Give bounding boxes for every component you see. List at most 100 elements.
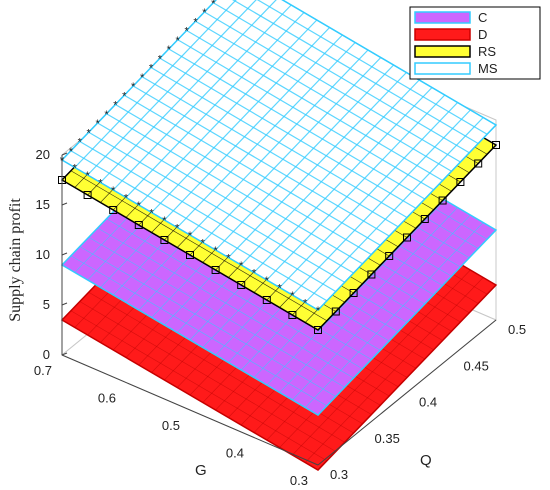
legend-label-d: D: [478, 27, 487, 42]
rs-marker: [237, 281, 246, 289]
g-tick-label: 0.6: [98, 391, 116, 406]
grid-line-g: [304, 117, 484, 303]
grid-line-g: [317, 144, 497, 331]
ms-marker: *: [162, 215, 167, 227]
y-axis-label: G: [195, 462, 207, 479]
rs-marker: [186, 251, 194, 259]
ms-marker: *: [140, 72, 145, 84]
z-tick-label: 20: [36, 147, 50, 162]
g-tick-label: 0.3: [290, 473, 308, 485]
grid-line-g: [292, 214, 471, 401]
grid-line-g: [151, 27, 331, 213]
legend-swatch-rs: [414, 45, 471, 58]
grid-line-g: [112, 4, 292, 191]
ms-marker: *: [316, 305, 321, 317]
ms-marker: *: [104, 109, 109, 121]
rs-marker: [349, 289, 358, 297]
z-tick-label: 0: [43, 347, 50, 362]
rs-marker: [367, 270, 376, 279]
g-tick-label: 0.5: [162, 418, 180, 433]
ms-marker: *: [69, 146, 74, 158]
rs-marker: [403, 233, 411, 242]
ms-marker: *: [252, 268, 257, 280]
legend-swatch-d: [414, 28, 471, 41]
q-tick-label: 0.4: [419, 395, 437, 410]
axis-line-q: [317, 319, 497, 466]
grid-line-g: [304, 222, 484, 408]
ms-marker: *: [131, 81, 136, 93]
grid-line-g: [266, 199, 446, 386]
rs-marker: [456, 178, 465, 186]
ms-marker: *: [265, 275, 270, 287]
grid-line-g: [87, 0, 257, 176]
ms-marker: *: [158, 53, 163, 65]
ms-marker: *: [85, 170, 90, 182]
axis-line-g: [61, 354, 319, 466]
ms-marker: *: [213, 245, 218, 257]
ms-marker: *: [176, 35, 181, 47]
q-tick-label: 0.35: [375, 431, 400, 446]
q-tick-label: 0.45: [464, 358, 489, 373]
grid-line-g: [291, 109, 471, 296]
ms-marker: *: [167, 44, 172, 56]
ms-marker: *: [137, 200, 142, 212]
grid-line-g: [317, 229, 497, 416]
ms-marker: *: [211, 0, 216, 10]
grid-line-g: [138, 19, 318, 206]
rs-marker: [288, 311, 297, 319]
z-tick-mark: [61, 252, 68, 256]
rs-marker: [262, 296, 271, 304]
ms-marker: *: [73, 163, 78, 175]
ms-marker: *: [113, 100, 118, 112]
rs-marker: [314, 326, 322, 334]
z-tick-label: 5: [43, 297, 50, 312]
z-tick-mark: [61, 202, 68, 206]
z-tick-mark: [61, 152, 68, 156]
ms-marker: *: [188, 230, 193, 242]
ms-marker: *: [201, 238, 206, 250]
grid-line-g: [317, 124, 497, 311]
ms-marker: *: [124, 193, 129, 205]
rs-marker: [331, 307, 340, 316]
grid-line-g: [189, 49, 369, 236]
rs-marker: [211, 266, 220, 274]
ms-marker: *: [87, 127, 92, 139]
grid-line-g: [266, 94, 446, 281]
ms-marker: *: [239, 260, 244, 272]
g-tick-label: 0.4: [226, 446, 244, 461]
ms-marker: *: [78, 137, 83, 149]
surfaces-group: ****************************************…: [58, 0, 500, 471]
grid-line-g: [176, 42, 356, 228]
z-axis-label: Supply chain profit: [7, 198, 24, 322]
ms-marker: *: [303, 298, 308, 310]
rs-marker: [438, 196, 447, 205]
grid-line-g: [74, 0, 237, 168]
grid-line-g: [61, 0, 217, 161]
z-tick-mark: [61, 302, 68, 306]
x-axis-label: Q: [420, 452, 432, 469]
ms-marker: *: [98, 178, 103, 190]
z-tick-mark: [61, 352, 68, 356]
ms-marker: *: [95, 118, 100, 130]
surface-ms: ****************************************…: [60, 0, 498, 317]
q-tick-label: 0.3: [330, 467, 348, 482]
grid-line-g: [279, 102, 459, 288]
legend-swatch-c: [414, 11, 471, 24]
legend-label-ms: MS: [478, 61, 498, 76]
ms-marker: *: [193, 16, 198, 28]
grid-line-g: [215, 64, 395, 251]
ms-marker: *: [290, 290, 295, 302]
rs-marker: [385, 252, 394, 260]
grid-line-g: [253, 87, 433, 273]
ms-marker: *: [175, 223, 180, 235]
ms-marker: *: [277, 283, 282, 295]
ms-marker: *: [226, 253, 231, 265]
grid-line-g: [202, 57, 382, 243]
rs-marker: [420, 215, 429, 223]
z-tick-label: 15: [36, 197, 50, 212]
legend-label-c: C: [478, 10, 487, 25]
grid-line-g: [240, 79, 420, 266]
grid-line-g: [125, 12, 305, 198]
